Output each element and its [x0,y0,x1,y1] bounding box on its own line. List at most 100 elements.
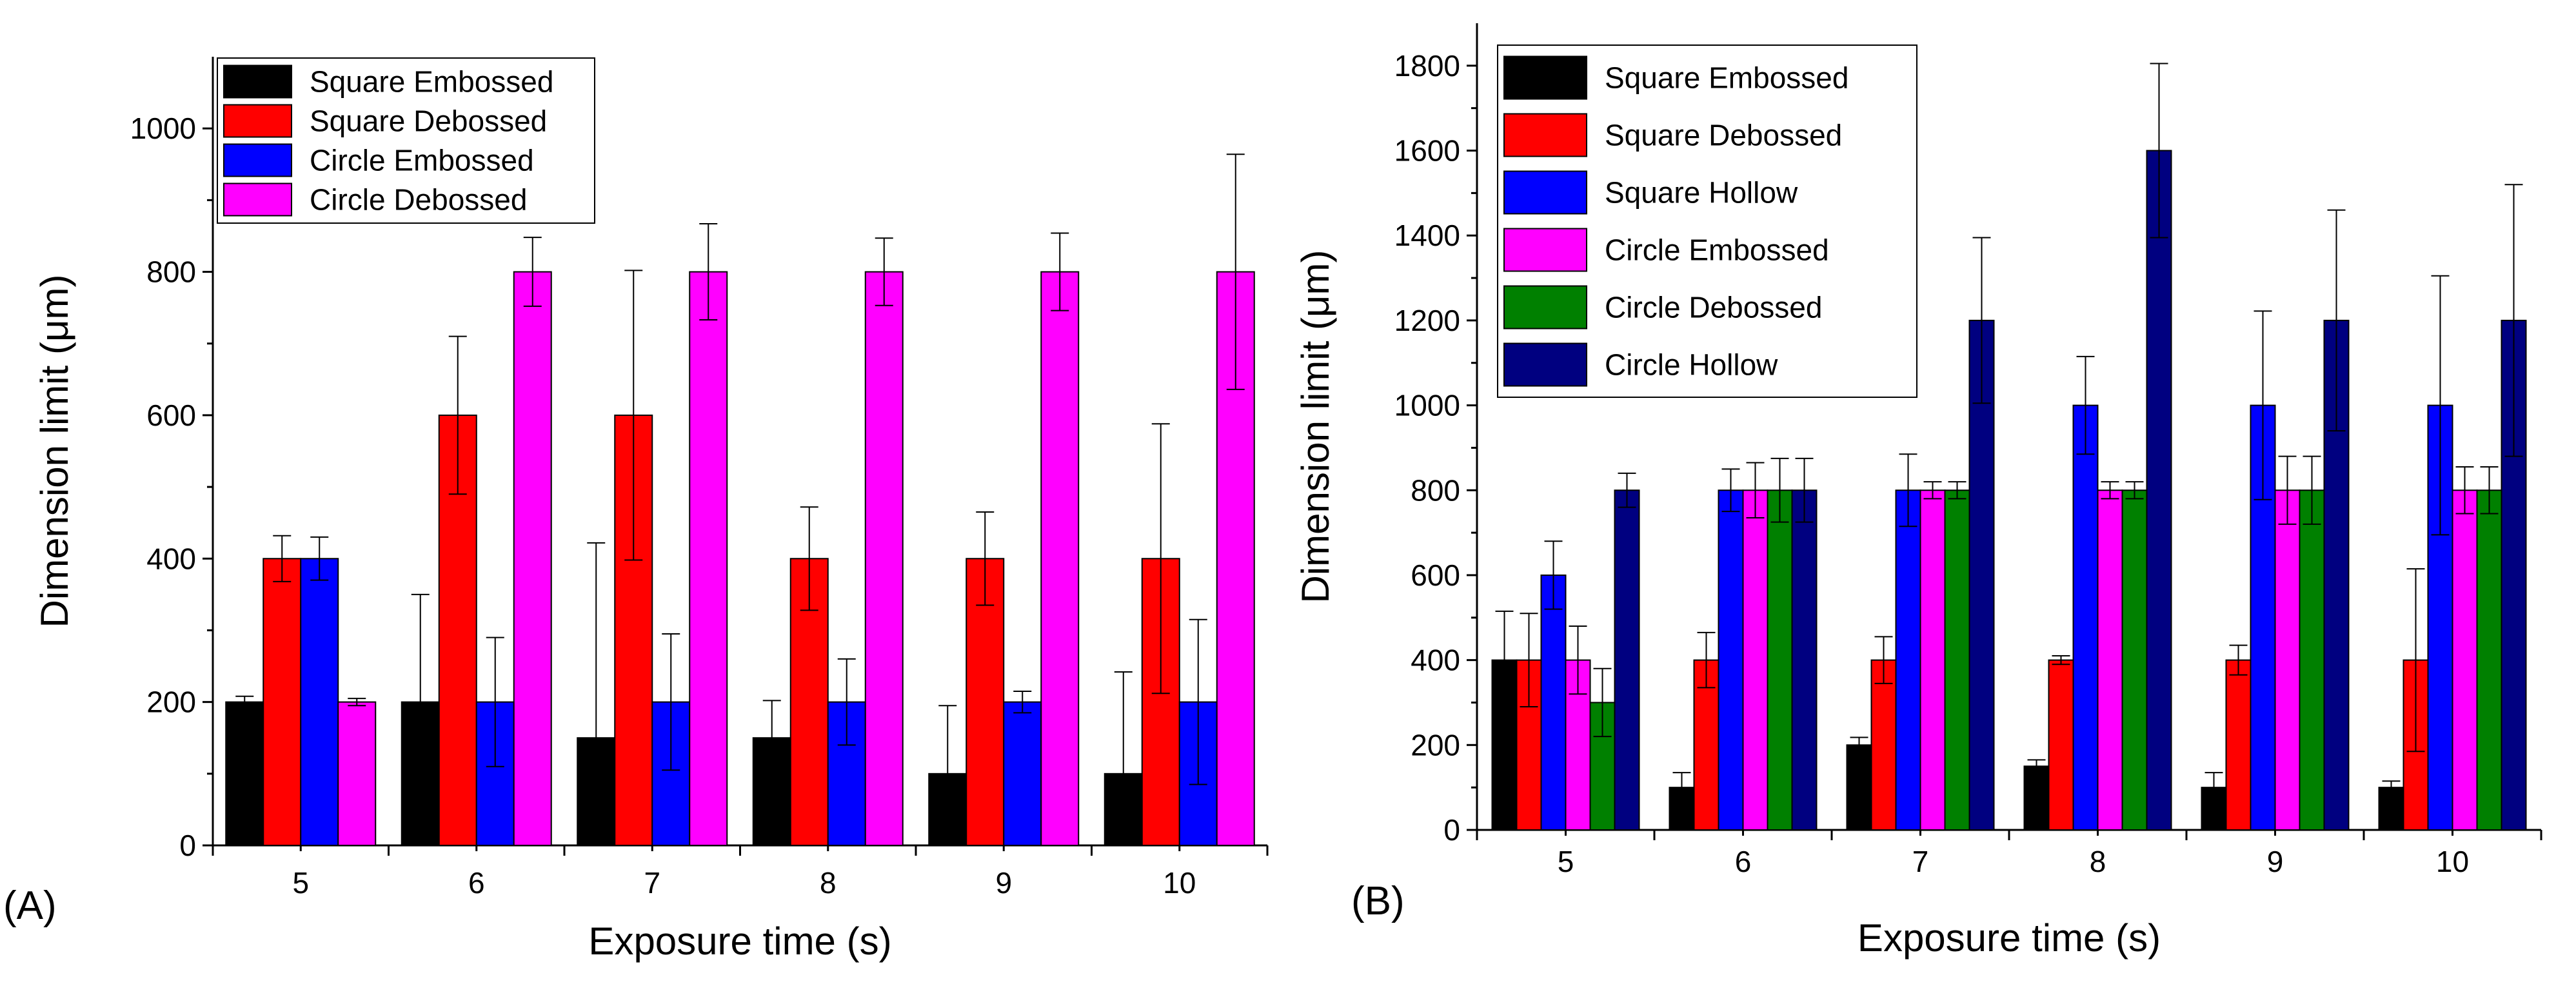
y-tick-label: 800 [1411,473,1460,507]
bar [1614,489,1640,831]
x-tick-label: 7 [1912,845,1929,878]
series-circle-debossed [337,153,1255,846]
x-tick-label: 10 [1163,866,1196,900]
bar [1767,489,1793,831]
bar [1003,701,1042,846]
bar [2225,659,2252,831]
bar [2452,489,2478,831]
x-tick-label: 8 [2090,845,2106,878]
legend-box [1497,44,1917,398]
legend-swatch [1503,170,1587,215]
y-tick-label: 200 [146,685,196,719]
panel-label: (A) [3,883,57,928]
bar [2048,659,2074,831]
legend-label: Square Hollow [1605,176,1798,210]
bar [1968,319,1995,831]
legend-label: Circle Embossed [1605,233,1829,267]
y-tick-label: 1800 [1394,49,1460,83]
y-tick-label: 1600 [1394,134,1460,168]
bar [2274,489,2301,831]
x-tick-label: 5 [1558,845,1574,878]
bar [2097,489,2123,831]
legend-swatch [1503,342,1587,387]
x-tick-label: 7 [644,866,660,900]
y-axis-title: Dimension limit (μm) [33,275,76,628]
y-tick-label: 1000 [1394,389,1460,422]
legend-label: Circle Hollow [1605,348,1778,382]
y-tick-label: 600 [1411,558,1460,592]
x-axis-title: Exposure time (s) [1858,916,2161,960]
legend-swatch [223,182,292,217]
bar [300,558,339,846]
legend-label: Circle Debossed [1605,291,1822,324]
bar [689,271,728,846]
bar [1540,574,1567,831]
legend-label: Circle Embossed [310,144,534,177]
x-tick-label: 10 [2436,845,2469,878]
series-square-debossed [263,270,1180,846]
series-square-hollow [1540,275,2453,831]
legend-swatch [1503,55,1587,100]
bar [1791,489,1818,831]
legend-label: Square Debossed [1605,119,1842,152]
y-tick-label: 1000 [130,112,196,145]
legend-swatch [223,104,292,138]
bar [1846,744,1872,831]
bar [1742,489,1769,831]
bar [1040,271,1080,846]
legend-swatch [223,143,292,177]
legend-swatch [1503,285,1587,330]
bar [1718,489,1744,831]
legend-label: Square Embossed [1605,61,1848,95]
bar [1895,489,1921,831]
legend: Square Embossed Square Debossed Circle Emb… [217,57,595,224]
series-circle-embossed [300,536,1218,846]
series-square-embossed [225,542,1143,847]
series-circle-hollow [1614,63,2527,831]
bar [2121,489,2148,831]
legend-label: Circle Debossed [310,183,527,217]
y-tick-label: 800 [146,255,196,289]
x-tick-label: 9 [2267,845,2284,878]
y-tick-label: 400 [1411,644,1460,677]
bar [1141,558,1180,846]
y-tick-label: 1200 [1394,304,1460,337]
x-tick-label: 5 [292,866,309,900]
legend-label: Square Debossed [310,104,547,138]
y-tick-label: 200 [1411,728,1460,762]
bar [225,701,264,846]
bar [2476,489,2502,831]
y-tick-label: 600 [146,399,196,432]
bar [864,271,904,846]
bar [1693,659,1719,831]
legend-swatch [1503,228,1587,272]
y-tick-label: 1400 [1394,219,1460,252]
y-tick-label: 400 [146,542,196,575]
bar [2146,150,2172,831]
y-tick-label: 0 [179,829,196,862]
x-axis-title: Exposure time (s) [588,920,891,963]
bar [513,271,552,846]
x-tick-label: 9 [995,866,1012,900]
y-axis-title: Dimension limit (μm) [1294,250,1337,604]
legend-swatch [223,64,292,99]
bar [1870,659,1897,831]
x-tick-label: 8 [820,866,837,900]
bar [2072,404,2099,831]
bar [2023,765,2050,831]
panel-label: (B) [1351,879,1405,923]
legend-label: Square Embossed [310,65,553,99]
x-tick-label: 6 [1735,845,1752,878]
panel-b-chart: 0 200 400 600 800 1000 1200 1400 1600 1800 5 6 7 8 9 10… [1294,23,2542,960]
bar [2299,489,2325,831]
legend: Square Embossed Square Debossed Square Hol… [1497,44,1917,398]
bar [1944,489,1970,831]
bar [1919,489,1946,831]
legend-swatch [1503,113,1587,157]
series-circle-embossed [1565,455,2478,831]
bar [337,701,377,846]
series-square-debossed [1516,568,2429,831]
series-circle-debossed [1589,455,2502,831]
